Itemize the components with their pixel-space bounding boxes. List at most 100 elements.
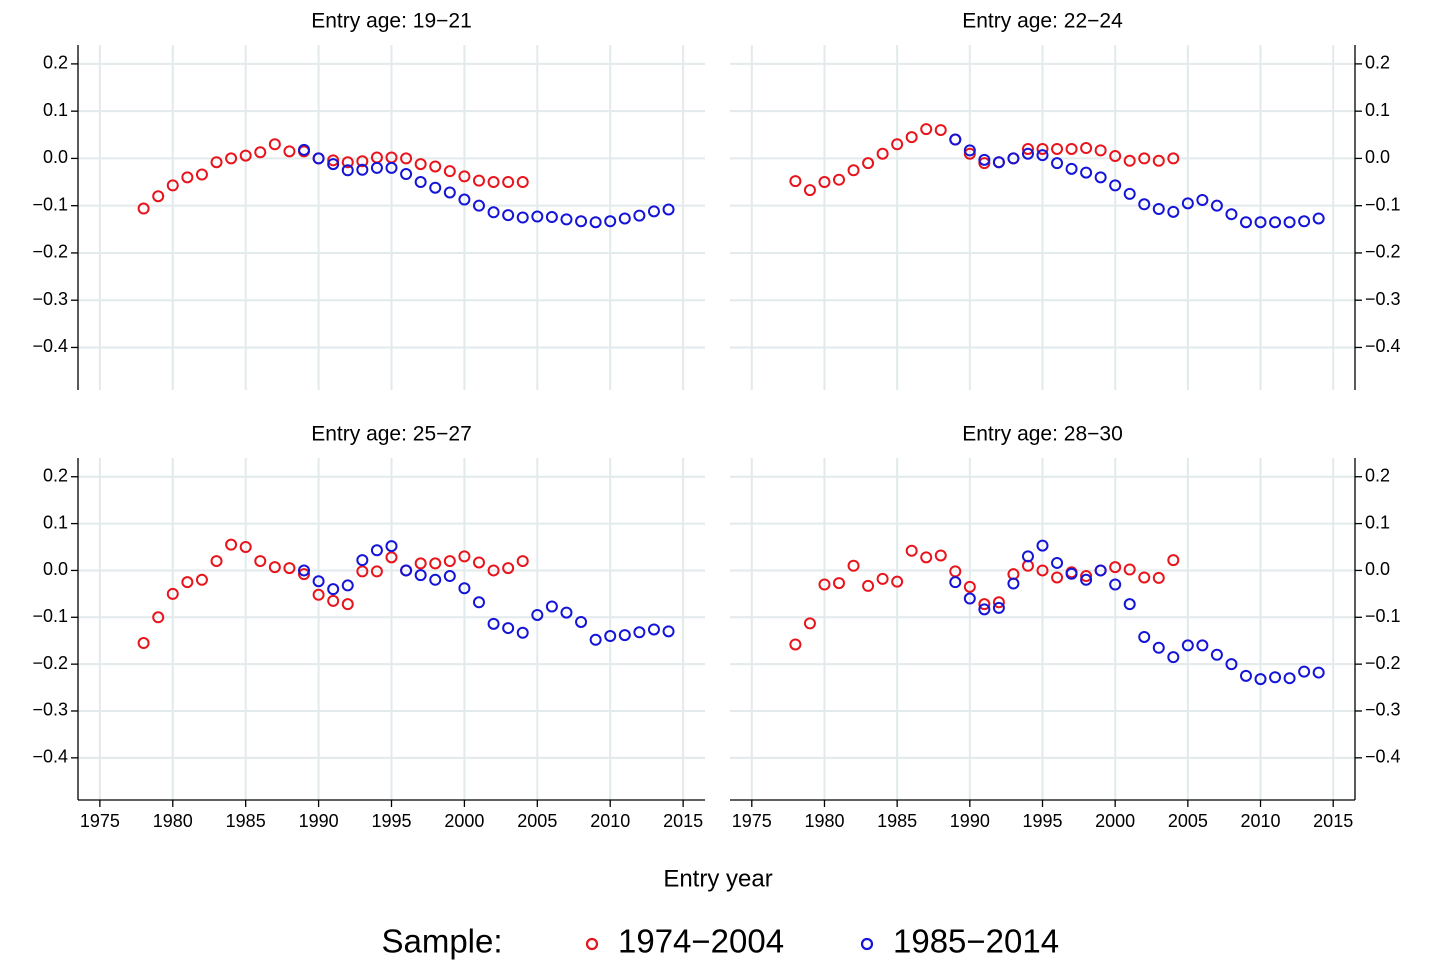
marker [1123, 563, 1136, 576]
x-tick-label: 2000 [1095, 811, 1135, 831]
marker [429, 573, 442, 586]
marker [181, 171, 194, 184]
marker [385, 161, 398, 174]
marker [487, 206, 500, 219]
marker [370, 544, 383, 557]
x-axis-label: Entry year [663, 865, 772, 892]
marker [283, 562, 296, 575]
y-tick-label: 0.1 [1365, 100, 1390, 120]
y-tick-label: 0.0 [43, 147, 68, 167]
marker [604, 215, 617, 228]
marker [502, 176, 515, 189]
marker [531, 608, 544, 621]
marker [472, 199, 485, 212]
marker [370, 565, 383, 578]
marker [633, 626, 646, 639]
marker [1080, 142, 1093, 155]
x-tick-label: 1995 [1022, 811, 1062, 831]
marker [905, 544, 918, 557]
marker [152, 190, 165, 203]
marker [1123, 187, 1136, 200]
x-tick-label: 1980 [153, 811, 193, 831]
marker [1138, 630, 1151, 643]
marker [516, 176, 529, 189]
marker [312, 575, 325, 588]
y-tick-label: −0.4 [1365, 747, 1401, 767]
marker [1080, 573, 1093, 586]
marker [181, 576, 194, 589]
panel-title: Entry age: 25−27 [311, 423, 472, 446]
marker [502, 209, 515, 222]
marker [458, 193, 471, 206]
marker [949, 576, 962, 589]
marker [298, 568, 311, 581]
y-tick-label: 0.0 [1365, 559, 1390, 579]
marker [1036, 149, 1049, 162]
y-tick-label: 0.2 [43, 465, 68, 485]
marker [1210, 648, 1223, 661]
y-tick-label: 0.1 [43, 100, 68, 120]
marker [633, 209, 646, 222]
marker [472, 596, 485, 609]
marker [647, 205, 660, 218]
marker [847, 559, 860, 572]
marker [920, 551, 933, 564]
marker [385, 551, 398, 564]
x-tick-label: 2015 [663, 811, 703, 831]
marker [1152, 154, 1165, 167]
y-tick-label: −0.2 [32, 242, 68, 262]
marker [1167, 554, 1180, 567]
marker [920, 123, 933, 136]
marker [803, 617, 816, 630]
y-tick-label: −0.4 [1365, 336, 1401, 356]
marker [1007, 577, 1020, 590]
marker [312, 152, 325, 165]
marker [1065, 162, 1078, 175]
marker [443, 186, 456, 199]
marker [934, 124, 947, 137]
y-tick-label: 0.2 [1365, 465, 1390, 485]
marker [356, 155, 369, 168]
marker [978, 603, 991, 616]
marker [1167, 205, 1180, 218]
marker [487, 617, 500, 630]
marker [312, 588, 325, 601]
marker [327, 158, 340, 171]
marker [429, 181, 442, 194]
x-tick-label: 1980 [804, 811, 844, 831]
marker [847, 164, 860, 177]
marker [833, 577, 846, 590]
marker [978, 153, 991, 166]
marker [1051, 142, 1064, 155]
marker [1051, 571, 1064, 584]
marker [327, 594, 340, 607]
legend-label: 1974−2004 [618, 923, 784, 960]
marker [560, 606, 573, 619]
marker [560, 213, 573, 226]
y-tick-label: 0.1 [43, 512, 68, 532]
marker [1138, 571, 1151, 584]
marker [992, 156, 1005, 169]
marker [963, 592, 976, 605]
marker [992, 596, 1005, 609]
marker [545, 600, 558, 613]
marker [414, 557, 427, 570]
marker [575, 615, 588, 628]
marker [239, 541, 252, 554]
marker [327, 583, 340, 596]
marker [1210, 199, 1223, 212]
marker [370, 161, 383, 174]
marker [1036, 539, 1049, 552]
marker [239, 149, 252, 162]
marker [458, 582, 471, 595]
panel-title: Entry age: 28−30 [962, 423, 1123, 446]
marker [1225, 208, 1238, 221]
marker [1298, 665, 1311, 678]
marker [1109, 150, 1122, 163]
marker [1065, 142, 1078, 155]
marker [589, 216, 602, 229]
marker [1181, 639, 1194, 652]
x-tick-label: 2005 [517, 811, 557, 831]
marker [341, 598, 354, 611]
